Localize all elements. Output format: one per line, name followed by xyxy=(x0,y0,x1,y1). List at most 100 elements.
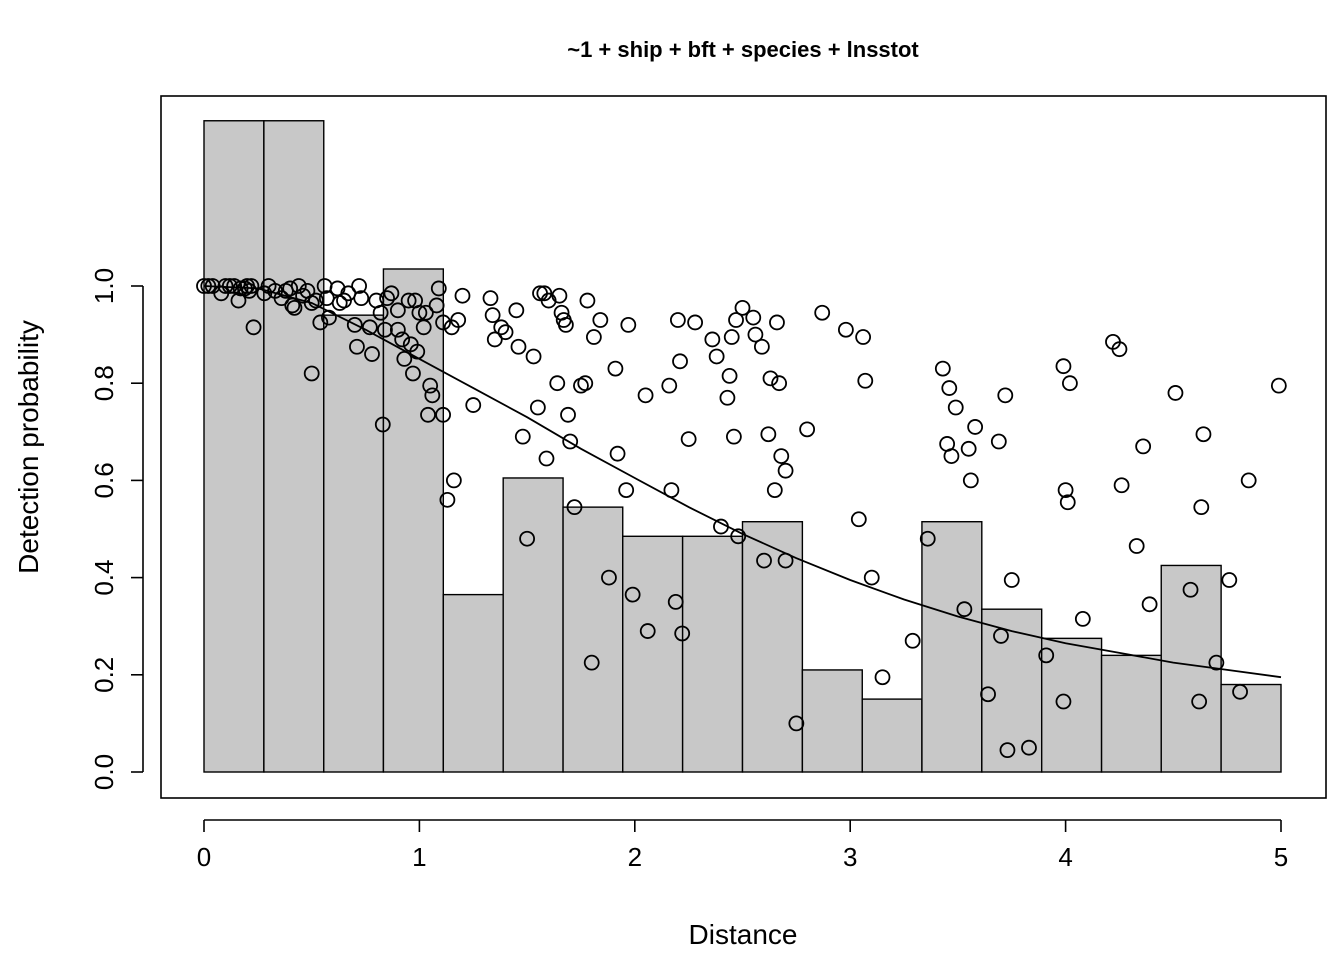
data-point xyxy=(592,312,609,328)
data-point xyxy=(497,324,514,341)
data-point xyxy=(551,287,568,304)
data-point xyxy=(566,499,583,516)
histogram-bar xyxy=(203,120,265,773)
data-point xyxy=(1193,499,1210,516)
data-point xyxy=(1038,647,1055,664)
data-point xyxy=(435,314,451,331)
data-point xyxy=(303,365,320,382)
histogram-bar xyxy=(323,314,385,773)
data-point xyxy=(1074,611,1091,627)
data-point xyxy=(1141,596,1158,613)
data-point xyxy=(230,292,247,309)
data-point xyxy=(874,669,891,686)
data-point xyxy=(349,338,365,355)
data-point xyxy=(672,353,688,370)
data-point xyxy=(713,518,729,535)
data-point xyxy=(377,321,393,338)
data-point xyxy=(680,431,697,447)
data-point xyxy=(346,316,363,333)
data-point xyxy=(760,426,777,443)
data-point xyxy=(1232,683,1248,700)
data-point xyxy=(814,304,831,321)
data-point xyxy=(723,329,740,345)
data-point xyxy=(486,331,503,348)
data-point xyxy=(687,314,704,331)
histogram-bar xyxy=(622,535,684,773)
data-point xyxy=(777,552,794,569)
data-point xyxy=(525,348,542,365)
data-point xyxy=(980,686,996,703)
histogram-bar xyxy=(1100,654,1162,773)
y-axis: 0.0 0.2 0.4 0.6 0.8 1.0 xyxy=(89,268,144,790)
data-point xyxy=(747,326,764,343)
data-point xyxy=(708,348,725,365)
data-point xyxy=(450,312,467,328)
data-point xyxy=(1003,572,1020,588)
data-point xyxy=(508,302,525,319)
data-point xyxy=(361,319,378,336)
data-point xyxy=(618,482,635,499)
data-point xyxy=(519,530,535,547)
data-point xyxy=(993,628,1009,644)
data-point xyxy=(721,368,738,384)
data-point xyxy=(282,280,299,297)
data-point xyxy=(661,377,678,394)
data-point xyxy=(1221,572,1238,588)
data-point xyxy=(624,586,641,603)
data-point xyxy=(1135,438,1152,455)
data-point xyxy=(728,312,744,328)
data-point xyxy=(286,299,303,316)
data-point xyxy=(557,316,574,333)
data-point xyxy=(364,346,380,362)
data-point xyxy=(422,377,439,394)
data-point xyxy=(771,375,788,392)
data-point xyxy=(405,365,421,382)
data-point xyxy=(1191,693,1208,710)
data-point xyxy=(353,290,370,307)
data-point xyxy=(290,278,307,294)
data-point xyxy=(719,389,736,406)
data-point xyxy=(934,360,951,377)
data-point xyxy=(226,278,243,294)
data-point xyxy=(620,316,637,333)
data-point xyxy=(1021,739,1037,756)
data-point xyxy=(585,329,602,345)
data-point xyxy=(857,372,874,389)
data-point xyxy=(837,321,854,338)
plot-frame xyxy=(160,95,1327,799)
data-point xyxy=(200,278,217,294)
histogram-bar xyxy=(1160,564,1222,773)
y-tick-label: 0.6 xyxy=(89,462,119,498)
data-point xyxy=(745,309,762,326)
data-point xyxy=(454,287,471,304)
data-point xyxy=(424,387,441,404)
data-point xyxy=(484,307,501,324)
data-point xyxy=(383,285,400,302)
data-point xyxy=(730,528,747,545)
histogram-bar xyxy=(681,535,744,773)
data-point xyxy=(788,715,805,732)
data-point xyxy=(417,304,434,321)
data-point xyxy=(445,472,462,489)
data-point xyxy=(1128,538,1145,554)
histogram-bar xyxy=(442,593,504,773)
data-point xyxy=(669,312,686,328)
y-tick-label: 1.0 xyxy=(89,268,119,304)
x-tick-label: 0 xyxy=(197,842,211,872)
x-tick-label: 4 xyxy=(1058,842,1072,872)
data-point xyxy=(465,397,482,413)
data-point xyxy=(396,350,413,367)
x-tick-label: 2 xyxy=(628,842,642,872)
data-point xyxy=(560,406,576,423)
observation-points xyxy=(196,278,1287,759)
data-point xyxy=(1240,472,1257,489)
data-point xyxy=(379,290,395,307)
data-point xyxy=(941,380,958,396)
data-point xyxy=(1055,358,1072,375)
histogram-bar xyxy=(801,669,863,773)
data-point xyxy=(1059,494,1076,511)
data-point xyxy=(435,406,451,423)
histogram-bar xyxy=(263,120,325,773)
x-axis: 0 1 2 3 4 5 xyxy=(197,819,1288,872)
x-tick-label: 5 xyxy=(1274,842,1288,872)
